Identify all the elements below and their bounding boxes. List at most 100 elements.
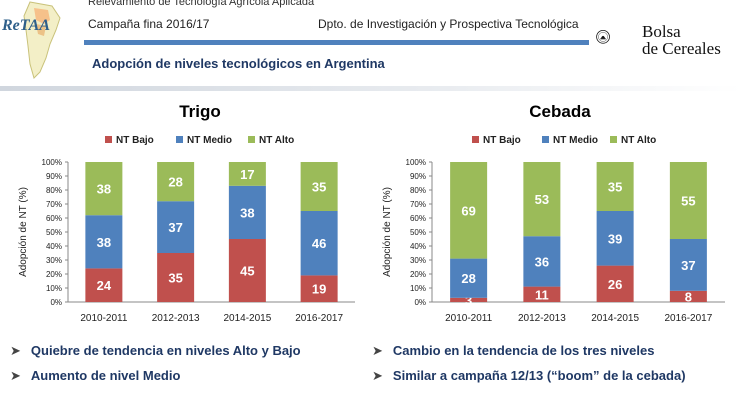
bar-segment — [523, 236, 561, 287]
bullet-text: Similar a campaña 12/13 (“boom” de la ce… — [392, 368, 686, 383]
data-label: 28 — [461, 271, 475, 286]
arrow-icon: ➤ — [10, 343, 21, 358]
bar-segment — [669, 239, 707, 291]
x-tick-label: 2014-2015 — [223, 313, 271, 324]
bar-segment — [85, 162, 123, 216]
bolsa-logo-text: Bolsa de Cereales — [642, 23, 721, 57]
chart-trigo: NT Bajo NT Medio NT Alto 0% 10% 20% 30% 40% 50% 6… — [18, 135, 355, 324]
legend-swatch — [176, 136, 183, 143]
y-tick-label: 40% — [46, 242, 62, 251]
y-tick-label: 60% — [410, 214, 426, 223]
bar-segment — [596, 211, 634, 266]
legend-label: NT Bajo — [116, 135, 154, 146]
logo-left-text: ReTAA — [1, 17, 50, 34]
data-label: 37 — [681, 258, 695, 273]
data-label: 19 — [312, 282, 326, 297]
x-tick-label: 2010-2011 — [445, 313, 493, 324]
y-tick-label: 0% — [414, 298, 426, 307]
project-title: Relevamiento de Tecnología Agrícola Apli… — [88, 0, 315, 8]
y-tick-label: 60% — [46, 214, 62, 223]
header-accent-bar — [84, 40, 589, 45]
legend-label: NT Medio — [553, 135, 598, 146]
legend-swatch — [472, 136, 479, 143]
y-tick-label: 100% — [42, 158, 62, 167]
legend-swatch — [542, 136, 549, 143]
data-label: 38 — [240, 205, 254, 220]
bar-segment — [85, 268, 123, 302]
bullet-cebada-1: ➤ Cambio en la tendencia de los tres nive… — [372, 343, 654, 359]
y-tick-label: 40% — [410, 242, 426, 251]
data-label: 11 — [535, 287, 549, 302]
y-tick-label: 90% — [410, 172, 426, 181]
y-tick-label: 90% — [46, 172, 62, 181]
data-label: 55 — [681, 194, 695, 209]
bar-segment — [300, 162, 338, 211]
bolsa-logo-line1: Bolsa — [642, 22, 681, 41]
y-tick-label: 10% — [410, 284, 426, 293]
data-label: 26 — [608, 277, 622, 292]
y-tick-label: 30% — [410, 256, 426, 265]
bar-segment — [450, 162, 488, 259]
legend-label: NT Alto — [259, 135, 294, 146]
bar-segment — [596, 162, 634, 211]
arrow-icon: ➤ — [10, 368, 21, 383]
campaign-label: Campaña fina 2016/17 — [88, 17, 210, 31]
bar-segment — [228, 162, 266, 186]
page-subtitle: Adopción de niveles tecnológicos en Arge… — [92, 56, 385, 71]
chart-cebada: NT Bajo NT Medio NT Alto 0% 10% 20% 30% 40% 50% 6… — [382, 135, 725, 324]
bar-segment — [523, 286, 561, 302]
y-tick-label: 0% — [50, 298, 62, 307]
y-tick-label: 70% — [410, 200, 426, 209]
x-tick-label: 2016-2017 — [295, 313, 343, 324]
y-tick-label: 20% — [410, 270, 426, 279]
x-tick-label: 2014-2015 — [591, 313, 639, 324]
bar-segment — [300, 275, 338, 302]
bar-segment — [228, 239, 266, 302]
legend-swatch — [248, 136, 255, 143]
y-tick-label: 100% — [406, 158, 426, 167]
legend-swatch — [105, 136, 112, 143]
bar-segment — [669, 290, 707, 302]
data-label: 24 — [97, 278, 112, 293]
bar-segment — [450, 258, 488, 298]
arrow-icon: ➤ — [372, 343, 383, 358]
data-label: 28 — [168, 175, 182, 190]
y-axis-label: Adopción de NT (%) — [18, 187, 29, 277]
data-label: 45 — [240, 264, 254, 279]
y-tick-label: 50% — [410, 228, 426, 237]
y-tick-label: 80% — [46, 186, 62, 195]
bar-segment — [228, 185, 266, 239]
y-tick-label: 50% — [46, 228, 62, 237]
bar-segment — [157, 162, 195, 202]
bar-segment — [157, 253, 195, 302]
y-tick-label: 70% — [46, 200, 62, 209]
bullet-trigo-1: ➤ Quiebre de tendencia en niveles Alto y … — [10, 343, 301, 359]
bullet-text: Aumento de nivel Medio — [30, 368, 181, 383]
y-tick-label: 10% — [46, 284, 62, 293]
bar-segment — [85, 215, 123, 269]
legend-label: NT Medio — [187, 135, 232, 146]
department-label: Dpto. de Investigación y Prospectiva Tec… — [318, 17, 579, 31]
header-divider — [0, 86, 742, 91]
x-tick-label: 2012-2013 — [518, 313, 566, 324]
data-label: 35 — [312, 180, 326, 195]
y-tick-label: 20% — [46, 270, 62, 279]
y-axis-label: Adopción de NT (%) — [382, 187, 393, 277]
data-label: 38 — [97, 182, 111, 197]
data-label: 69 — [461, 203, 475, 218]
data-label: 35 — [168, 271, 182, 286]
legend-swatch — [610, 136, 617, 143]
bar-segment — [450, 297, 488, 302]
data-label: 36 — [535, 254, 549, 269]
bar-segment — [669, 162, 707, 239]
y-tick-label: 80% — [410, 186, 426, 195]
x-tick-label: 2010-2011 — [80, 313, 128, 324]
bolsa-seal-icon — [596, 30, 610, 44]
data-label: 46 — [312, 236, 326, 251]
chart-title-trigo: Trigo — [179, 102, 221, 121]
bullet-cebada-2: ➤ Similar a campaña 12/13 (“boom” de la c… — [372, 368, 686, 384]
legend-label: NT Bajo — [483, 135, 521, 146]
bar-segment — [523, 162, 561, 237]
data-label: 17 — [240, 167, 254, 182]
arrow-icon: ➤ — [372, 368, 383, 383]
